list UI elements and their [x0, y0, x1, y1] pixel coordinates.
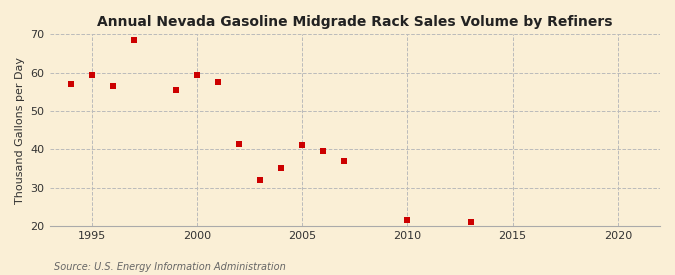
- Point: [192, 72, 202, 77]
- Point: [86, 72, 97, 77]
- Y-axis label: Thousand Gallons per Day: Thousand Gallons per Day: [15, 57, 25, 204]
- Point: [465, 220, 476, 224]
- Point: [213, 80, 223, 84]
- Point: [297, 143, 308, 148]
- Title: Annual Nevada Gasoline Midgrade Rack Sales Volume by Refiners: Annual Nevada Gasoline Midgrade Rack Sal…: [97, 15, 612, 29]
- Point: [402, 218, 413, 222]
- Point: [318, 149, 329, 153]
- Point: [254, 178, 265, 182]
- Point: [107, 84, 118, 88]
- Text: Source: U.S. Energy Information Administration: Source: U.S. Energy Information Administ…: [54, 262, 286, 272]
- Point: [65, 82, 76, 86]
- Point: [171, 88, 182, 92]
- Point: [234, 141, 244, 146]
- Point: [128, 38, 139, 42]
- Point: [275, 166, 286, 170]
- Point: [339, 159, 350, 163]
